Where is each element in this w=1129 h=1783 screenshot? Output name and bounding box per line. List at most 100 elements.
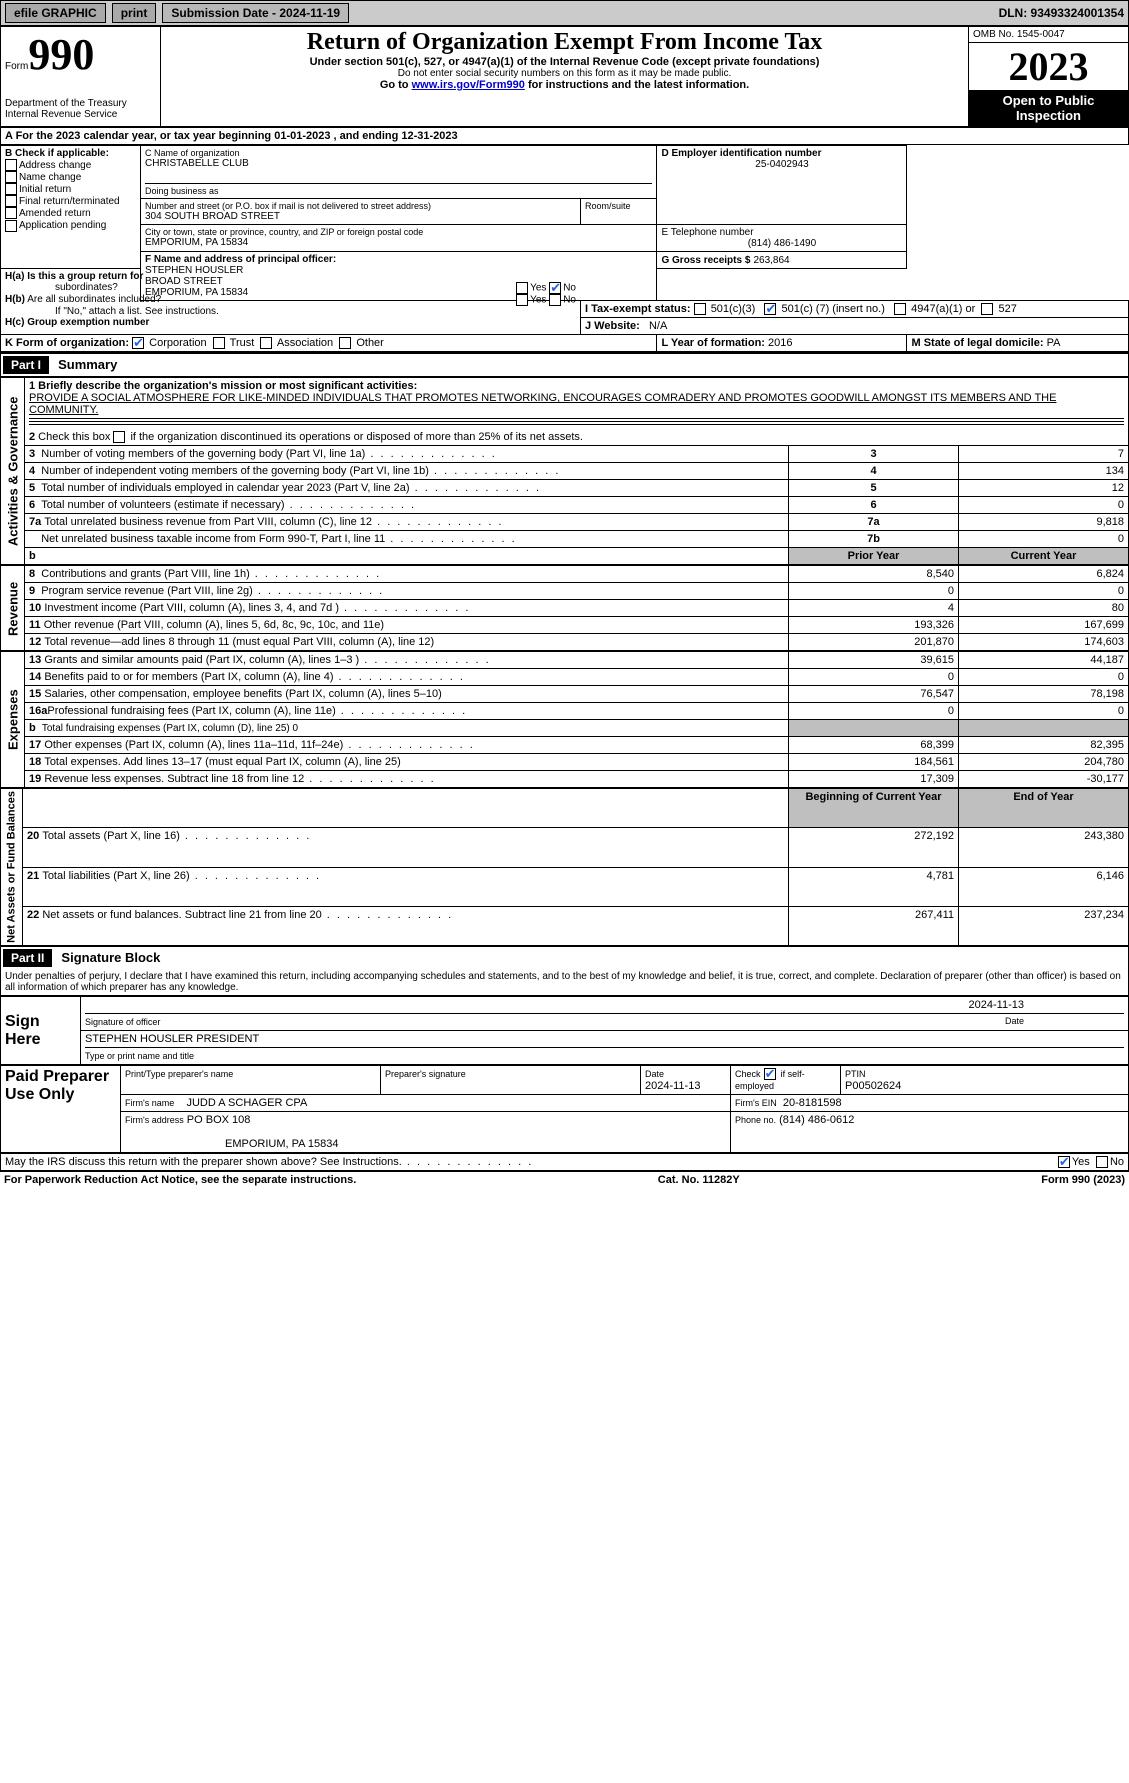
side-rev: Revenue (1, 566, 25, 651)
submission-date: Submission Date - 2024-11-19 (162, 3, 349, 23)
side-exp: Expenses (1, 652, 25, 788)
part1-header: Part I Summary (0, 352, 1129, 377)
paid-preparer: Paid Preparer Use Only Print/Type prepar… (0, 1065, 1129, 1153)
line-i-label: I Tax-exempt status: (585, 303, 691, 315)
chk-ha-no[interactable] (549, 282, 561, 294)
chk-amended[interactable] (5, 207, 17, 219)
l2-label: 2 Check this box if the organization dis… (29, 431, 583, 443)
chk-501c3[interactable] (694, 303, 706, 315)
side-net: Net Assets or Fund Balances (1, 789, 23, 946)
chk-final[interactable] (5, 195, 17, 207)
box-b-title: B Check if applicable: (5, 148, 136, 159)
chk-assoc[interactable] (260, 337, 272, 349)
paid-prep-label: Paid Preparer Use Only (1, 1066, 121, 1153)
tax-year: 2023 (969, 43, 1128, 90)
chk-self-emp[interactable] (764, 1068, 776, 1080)
addr: 304 SOUTH BROAD STREET (145, 211, 576, 222)
year-formation: 2016 (768, 337, 792, 349)
box-g-label: G Gross receipts $ (661, 255, 750, 266)
box-h-b: H(b) Are all subordinates included? Yes … (5, 294, 576, 306)
ag-row-7b: Net unrelated business taxable income fr… (1, 531, 1129, 548)
topbar: efile GRAPHIC print Submission Date - 20… (0, 0, 1129, 26)
part1-revenue: Revenue 8 Contributions and grants (Part… (0, 565, 1129, 651)
omb-number: OMB No. 1545-0047 (969, 27, 1128, 43)
ag-row-5: 5 Total number of individuals employed i… (1, 480, 1129, 497)
box-f-label: F Name and address of principal officer: (145, 254, 652, 265)
type-name-label: Type or print name and title (85, 1051, 194, 1061)
part2-header: Part II Signature Block (0, 946, 1129, 969)
ag-col-hdr: bPrior YearCurrent Year (1, 548, 1129, 565)
page-footer: For Paperwork Reduction Act Notice, see … (0, 1172, 1129, 1188)
open-public: Open to PublicInspection (969, 90, 1128, 126)
l1-label: 1 Briefly describe the organization's mi… (29, 380, 417, 392)
officer-name-title: STEPHEN HOUSLER PRESIDENT (85, 1033, 1124, 1045)
box-d-label: D Employer identification number (661, 148, 902, 159)
city: EMPORIUM, PA 15834 (145, 237, 652, 248)
chk-hb-yes[interactable] (516, 294, 528, 306)
line-m-label: M State of legal domicile: (911, 337, 1043, 349)
chk-other[interactable] (339, 337, 351, 349)
ag-row-6: 6 Total number of volunteers (estimate i… (1, 497, 1129, 514)
phone: (814) 486-1490 (661, 238, 902, 249)
gross-receipts: 263,864 (753, 255, 789, 266)
line-j-label: J Website: (585, 320, 640, 332)
chk-ha-yes[interactable] (516, 282, 528, 294)
chk-501c[interactable] (764, 303, 776, 315)
boxes-b-h: B Check if applicable: Address change Na… (0, 145, 1129, 352)
room-label: Room/suite (585, 201, 652, 211)
ag-row-4: 4 Number of independent voting members o… (1, 463, 1129, 480)
subtitle1: Under section 501(c), 527, or 4947(a)(1)… (165, 56, 964, 68)
subtitle3: Go to www.irs.gov/Form990 for instructio… (165, 79, 964, 91)
irs-link[interactable]: www.irs.gov/Form990 (412, 79, 525, 91)
sig-officer-label: Signature of officer (85, 1017, 160, 1027)
chk-trust[interactable] (213, 337, 225, 349)
chk-hb-no[interactable] (549, 294, 561, 306)
chk-discuss-no[interactable] (1096, 1156, 1108, 1168)
l1-text: PROVIDE A SOCIAL ATMOSPHERE FOR LIKE-MIN… (29, 392, 1056, 416)
line-l-label: L Year of formation: (661, 337, 765, 349)
box-h-a: H(a) Is this a group return for subordin… (5, 271, 576, 294)
box-h-b-note: If "No," attach a list. See instructions… (55, 306, 576, 317)
part1-netassets: Net Assets or Fund Balances Beginning of… (0, 788, 1129, 946)
part1-expenses: Expenses 13 Grants and similar amounts p… (0, 651, 1129, 788)
form-prefix: Form (5, 61, 28, 72)
sig-date-top: 2024-11-13 (85, 999, 1124, 1011)
form-number: 990 (28, 30, 94, 79)
sign-here-label: Sign Here (1, 997, 81, 1065)
ein: 25-0402943 (661, 159, 902, 170)
chk-addr-change[interactable] (5, 159, 17, 171)
box-e-label: E Telephone number (661, 227, 902, 238)
chk-corp[interactable] (132, 337, 144, 349)
dept-treasury: Department of the Treasury (5, 98, 156, 109)
box-h-c: H(c) Group exemption number (5, 317, 576, 328)
sign-here: Sign Here 2024-11-13 Signature of office… (0, 996, 1129, 1065)
print-btn[interactable]: print (112, 3, 157, 23)
chk-app-pending[interactable] (5, 220, 17, 232)
website: N/A (649, 320, 667, 332)
subtitle2: Do not enter social security numbers on … (165, 68, 964, 79)
side-ag: Activities & Governance (1, 378, 25, 565)
irs-label: Internal Revenue Service (5, 109, 156, 120)
state-domicile: PA (1047, 337, 1061, 349)
org-name: CHRISTABELLE CLUB (145, 158, 652, 169)
chk-name-change[interactable] (5, 171, 17, 183)
part2-decl: Under penalties of perjury, I declare th… (0, 969, 1129, 996)
box-c-name-label: C Name of organization (145, 148, 652, 158)
header-block: Form990 Department of the Treasury Inter… (0, 26, 1129, 128)
chk-initial[interactable] (5, 183, 17, 195)
chk-discontinued[interactable] (113, 431, 125, 443)
line-a: A For the 2023 calendar year, or tax yea… (0, 128, 1129, 145)
line-k-label: K Form of organization: (5, 337, 129, 349)
addr-label: Number and street (or P.O. box if mail i… (145, 201, 576, 211)
ag-row-3: 3 Number of voting members of the govern… (1, 446, 1129, 463)
efile-btn[interactable]: efile GRAPHIC (5, 3, 106, 23)
part1-ag: Activities & Governance 1 Briefly descri… (0, 377, 1129, 565)
dln: DLN: 93493324001354 (999, 6, 1124, 20)
discuss-row: May the IRS discuss this return with the… (0, 1153, 1129, 1172)
chk-4947[interactable] (894, 303, 906, 315)
dba-label: Doing business as (145, 186, 652, 196)
chk-discuss-yes[interactable] (1058, 1156, 1070, 1168)
chk-527[interactable] (981, 303, 993, 315)
ag-row-7a: 7a Total unrelated business revenue from… (1, 514, 1129, 531)
city-label: City or town, state or province, country… (145, 227, 652, 237)
